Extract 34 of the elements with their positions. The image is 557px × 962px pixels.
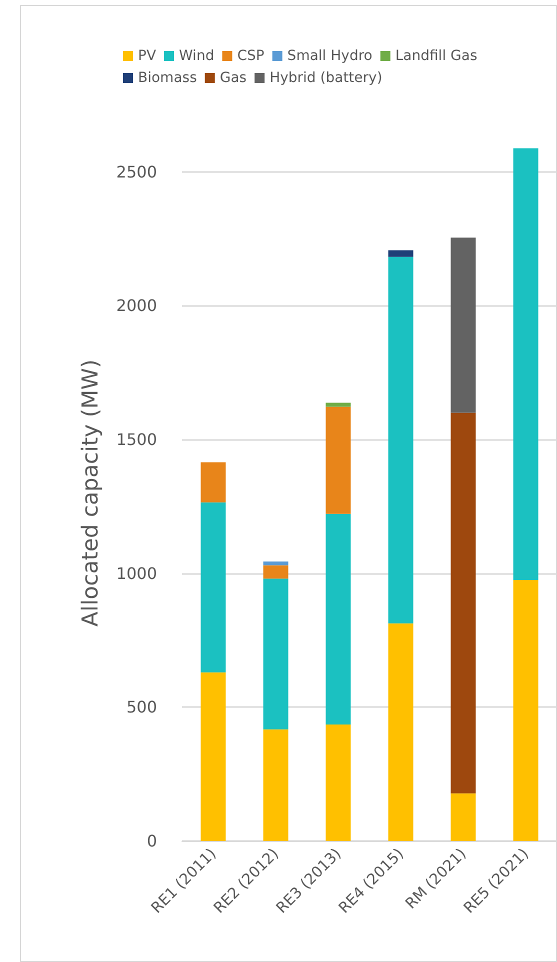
legend-label: Hybrid (battery) [270, 70, 382, 86]
legend-label: Gas [220, 70, 247, 86]
y-tick-label: 0 [146, 832, 157, 850]
y-tick-label: 2000 [116, 296, 157, 316]
bar [450, 793, 476, 841]
bar [263, 729, 288, 841]
bar [263, 578, 288, 730]
bar [326, 724, 351, 841]
bar [326, 406, 351, 514]
legend-label: CSP [237, 48, 264, 64]
y-tick-label: 500 [126, 698, 157, 717]
bar [263, 565, 288, 579]
bar [263, 562, 288, 566]
legend-label: Landfill Gas [395, 48, 478, 64]
bar [388, 256, 414, 624]
y-tick-label: 1000 [116, 564, 157, 583]
bar [513, 148, 538, 580]
bar [326, 402, 351, 407]
y-tick-label: 1500 [116, 430, 157, 449]
bar [200, 502, 226, 672]
bar [388, 250, 414, 257]
bar [450, 238, 476, 413]
bar [513, 580, 538, 841]
legend-label: Wind [179, 48, 214, 64]
legend-label: Small Hydro [287, 48, 372, 64]
y-axis-title: Allocated capacity (MW) [78, 359, 104, 627]
bar [450, 412, 476, 794]
bar [326, 514, 351, 725]
bar [388, 623, 414, 841]
bar [200, 462, 226, 502]
y-tick-label: 2500 [116, 162, 157, 182]
legend-label: PV [138, 48, 156, 64]
bar [200, 672, 226, 841]
legend-label: Biomass [138, 70, 197, 86]
